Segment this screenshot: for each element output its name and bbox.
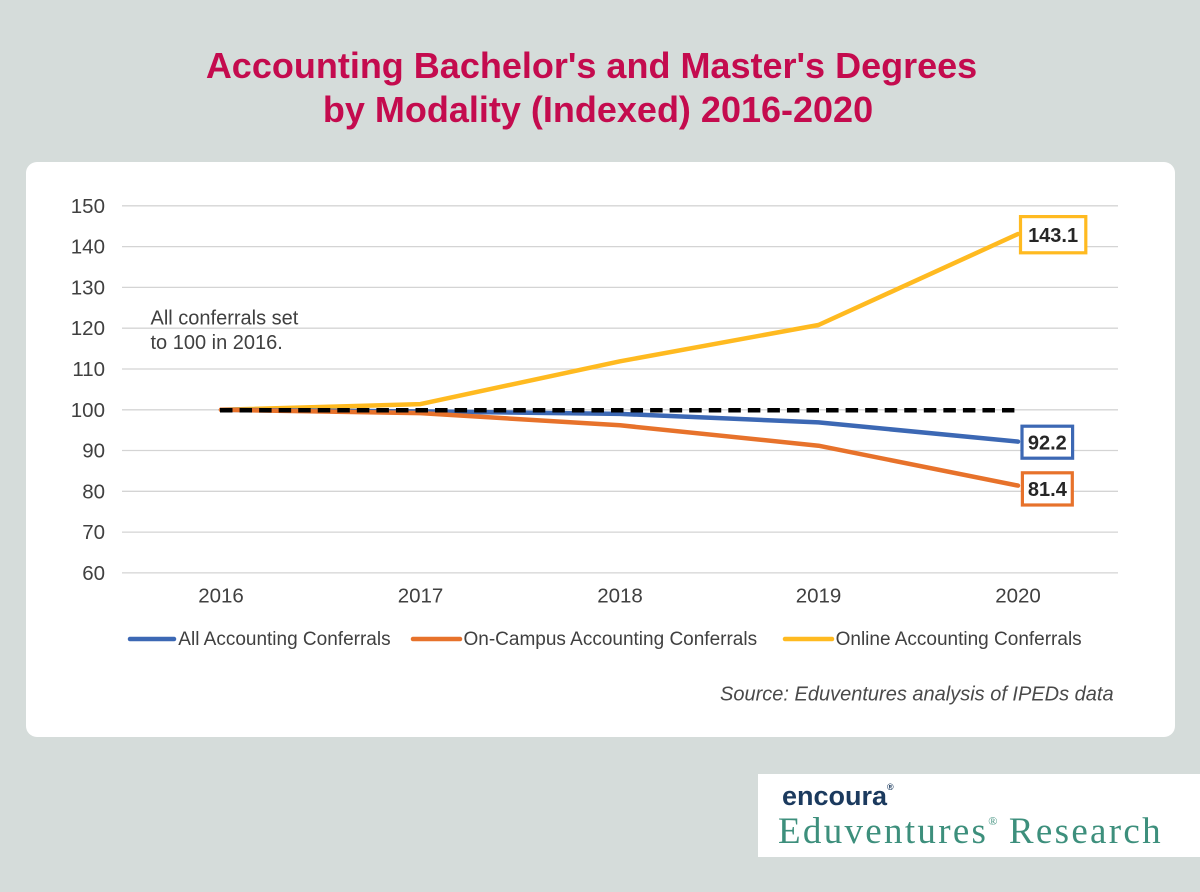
svg-text:2019: 2019 — [796, 585, 842, 608]
svg-text:80: 80 — [82, 480, 105, 503]
svg-text:110: 110 — [72, 358, 105, 381]
svg-text:Source: Eduventures analysis o: Source: Eduventures analysis of IPEDs da… — [720, 684, 1114, 706]
svg-text:All conferrals set: All conferrals set — [151, 308, 299, 330]
svg-text:70: 70 — [82, 521, 105, 544]
svg-text:140: 140 — [71, 236, 105, 259]
svg-text:143.1: 143.1 — [1028, 225, 1078, 247]
svg-text:100: 100 — [71, 399, 105, 422]
svg-text:130: 130 — [71, 276, 105, 299]
svg-text:All Accounting Conferrals: All Accounting Conferrals — [178, 629, 390, 650]
svg-text:81.4: 81.4 — [1028, 479, 1068, 501]
svg-text:2017: 2017 — [398, 585, 444, 608]
svg-text:Accounting Bachelor's and Mast: Accounting Bachelor's and Master's Degre… — [206, 45, 977, 86]
svg-text:2018: 2018 — [597, 585, 643, 608]
svg-text:Online Accounting Conferrals: Online Accounting Conferrals — [836, 629, 1082, 650]
svg-text:2016: 2016 — [198, 585, 244, 608]
svg-text:60: 60 — [82, 562, 105, 585]
svg-text:150: 150 — [71, 195, 105, 218]
svg-text:to 100 in 2016.: to 100 in 2016. — [151, 332, 283, 354]
svg-text:92.2: 92.2 — [1028, 432, 1067, 454]
svg-text:On-Campus Accounting Conferral: On-Campus Accounting Conferrals — [464, 629, 758, 650]
svg-text:by Modality (Indexed) 2016-202: by Modality (Indexed) 2016-2020 — [323, 89, 873, 130]
svg-text:120: 120 — [71, 317, 105, 340]
svg-text:2020: 2020 — [995, 585, 1041, 608]
svg-text:90: 90 — [82, 440, 105, 463]
